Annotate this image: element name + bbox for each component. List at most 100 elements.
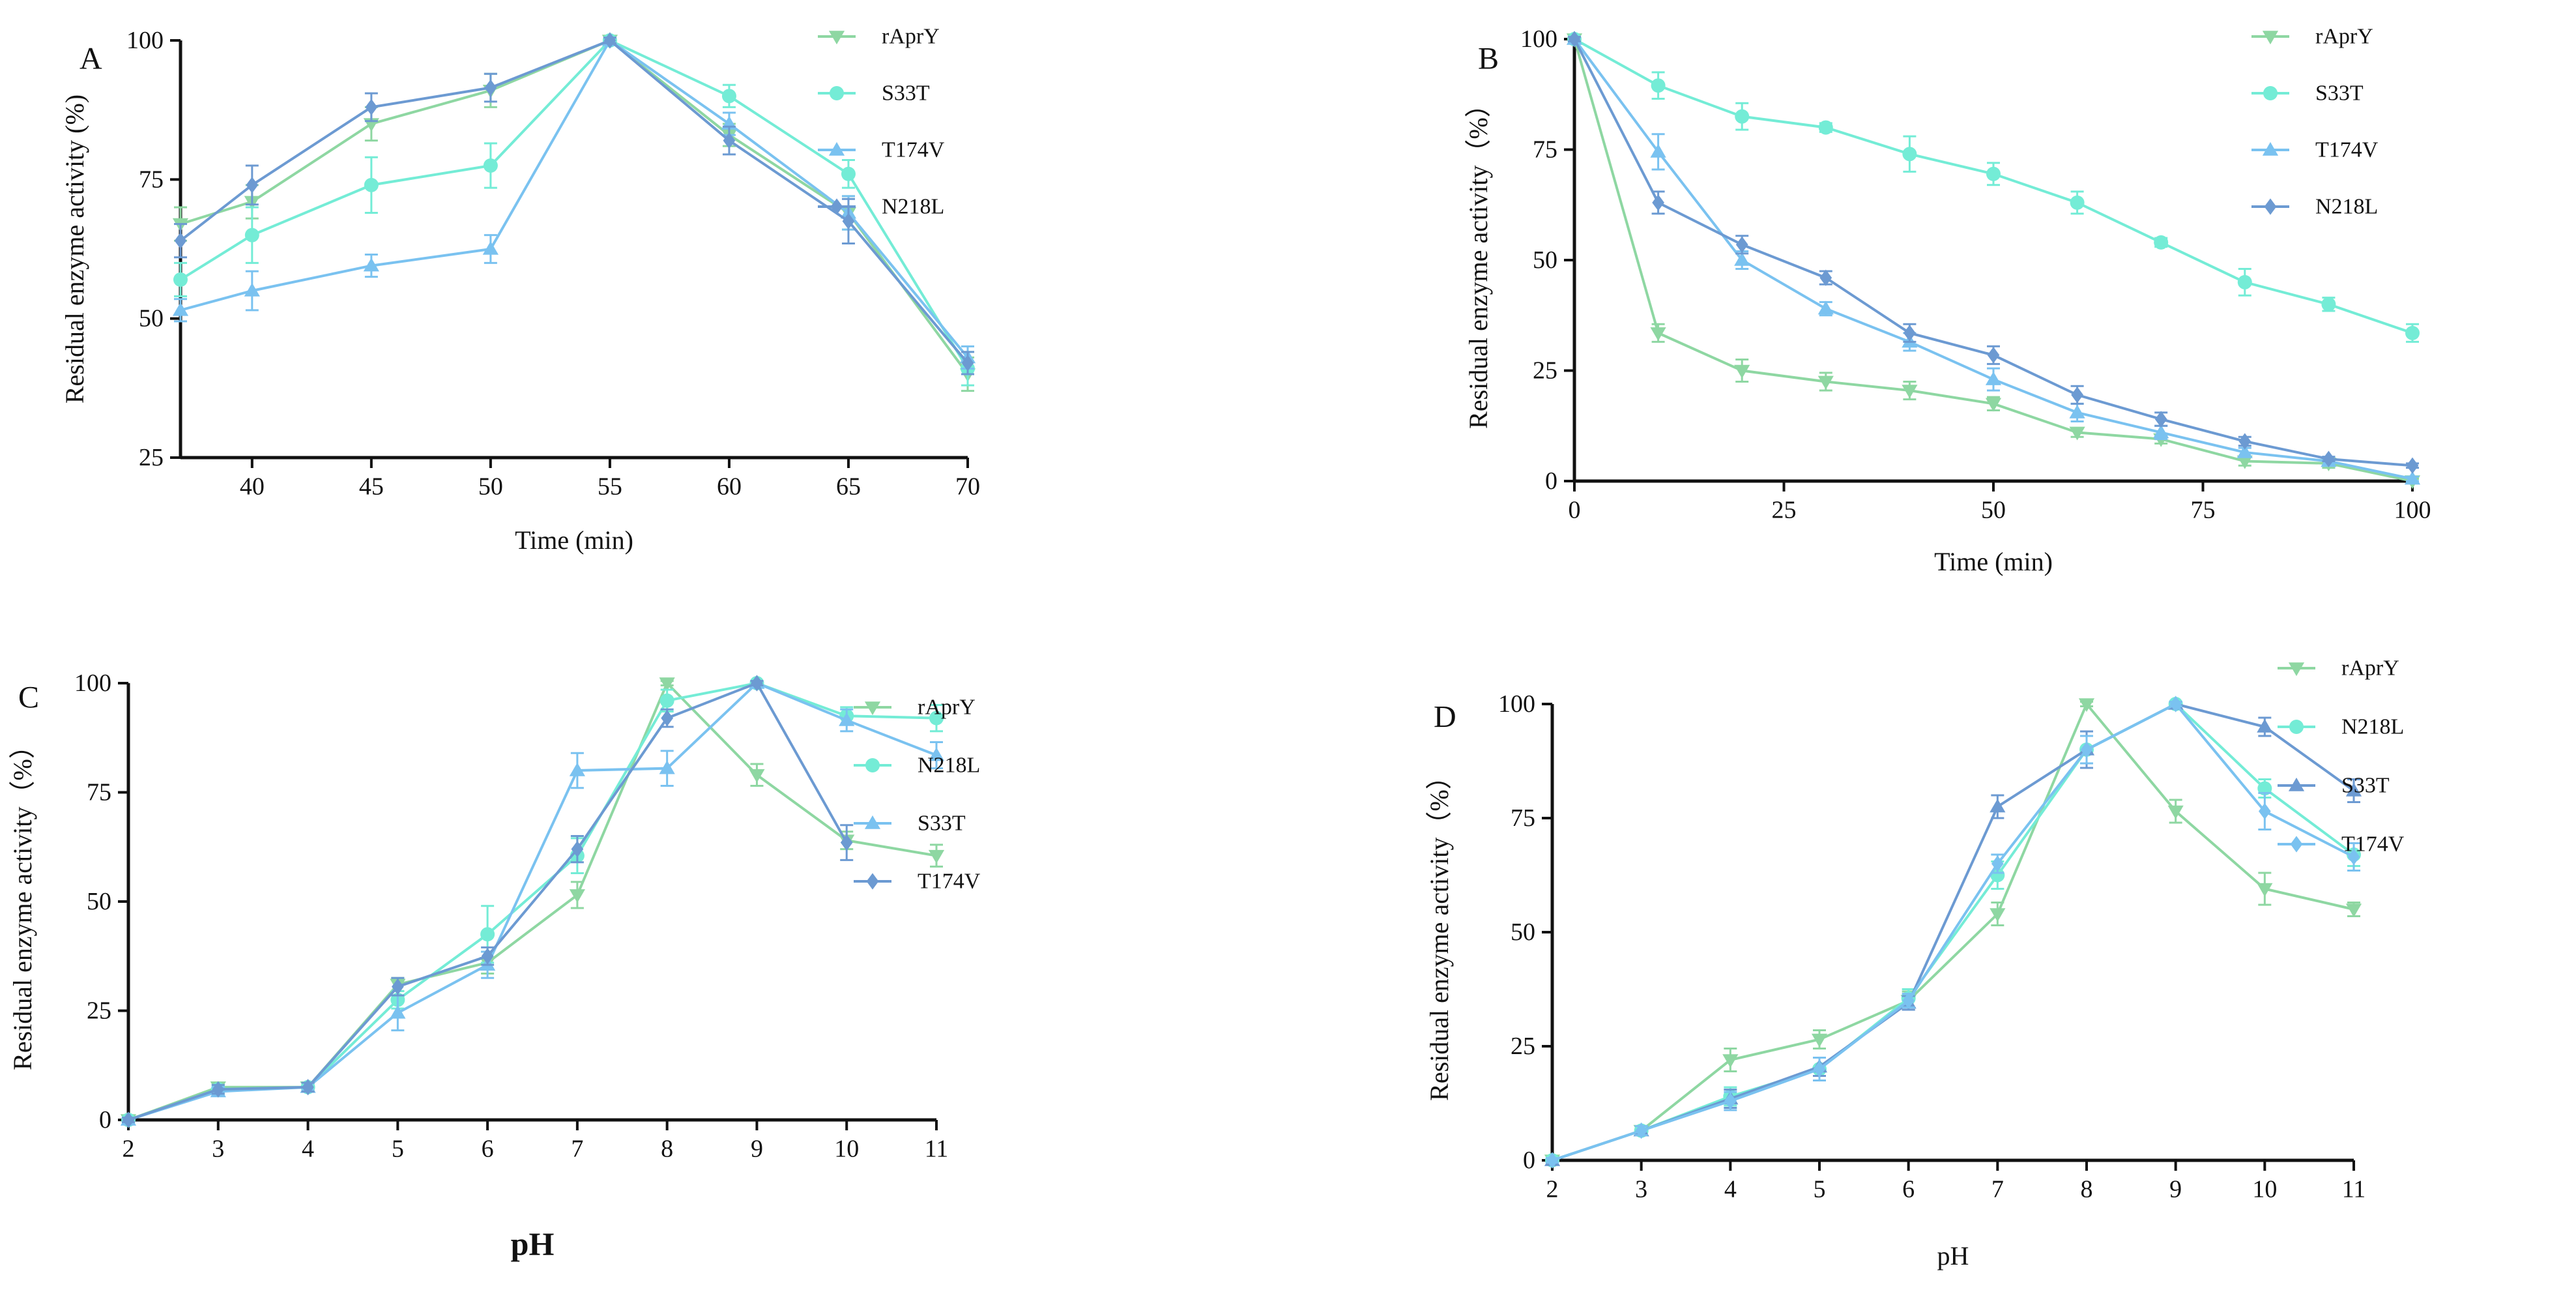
panel-c-x-tick-label: 10: [834, 1136, 859, 1163]
panel-a-legend-marker: [828, 141, 845, 156]
panel-d-series-rapry-point: [2345, 903, 2362, 918]
panel-c-x-tick-label: 5: [392, 1136, 404, 1163]
panel-c-series-rapry-point: [659, 677, 675, 692]
panel-b-x-tick-label: 100: [2394, 497, 2431, 524]
panel-c-y-tick-label: 25: [87, 997, 111, 1025]
panel-a-series-t174v-point: [363, 257, 379, 272]
panel-d-series-rapry-point: [1811, 1033, 1828, 1048]
panel-c-series-n218l-point: [659, 693, 674, 708]
panel-d-chart: D 0 25 50 75 100 2 3 4 5 6 7 8 9 10 11 pH Residual enzyme…: [1425, 656, 2405, 1271]
panel-a-legend-marker: [828, 31, 845, 45]
panel-c-x-tick-label: 9: [751, 1136, 763, 1163]
panel-c-x-tick-label: 2: [123, 1136, 135, 1163]
panel-b-series-t174v-point: [2404, 471, 2421, 485]
panel-c-legend: rAprY N218L S33T T174V: [854, 696, 981, 894]
panel-d-series-t174v-point: [1813, 1061, 1826, 1078]
panel-b-x-tick-label: 25: [1772, 497, 1797, 524]
panel-a-x-tick-label: 55: [598, 473, 622, 501]
panel-a-series-n218l-point: [484, 79, 497, 96]
panel-c-series-s33t-point: [569, 762, 585, 776]
panel-b-series-n218l-point: [2406, 457, 2419, 474]
panel-a-series-s33t-point: [721, 89, 736, 104]
panel-d-series-t174v: [1546, 696, 2360, 1169]
panel-d-series-rapry-point: [2167, 805, 2184, 819]
panel-d-y-tick-label: 75: [1511, 804, 1535, 832]
panel-a-series-s33t-point: [244, 228, 259, 242]
panel-b-series-n218l-point: [1903, 325, 1916, 342]
panel-a-legend-label: T174V: [882, 138, 945, 162]
panel-d-y-tick-label: 50: [1511, 918, 1535, 946]
panel-b-legend-marker: [2263, 86, 2278, 100]
panel-a-x-axis-title: Time (min): [515, 525, 633, 555]
panel-d-series-t174v-point: [1724, 1093, 1737, 1109]
panel-c-series-s33t-point: [390, 1005, 406, 1019]
panel-b-series-t174v-point: [2153, 424, 2169, 439]
panel-b-legend-marker: [2262, 31, 2279, 45]
panel-d-series-t174v-point: [2347, 848, 2360, 866]
panel-a-series-t174v-point: [244, 282, 260, 297]
panel-a-x-tick-label: 40: [240, 473, 265, 501]
panel-c-y-axis-title: Residual enzyme activity（%）: [8, 733, 37, 1070]
panel-b-letter: B: [1478, 42, 1499, 76]
panel-c-legend-marker: [864, 701, 881, 716]
panel-b-chart: B 0 25 50 75 100 0 25 50 75 100 Time (min) Residual …: [1464, 25, 2431, 577]
panel-d-legend-label: N218L: [2341, 715, 2404, 739]
panel-b-series-s33t-point: [2070, 195, 2085, 210]
panel-b-x-tick-label: 50: [1981, 497, 2006, 524]
panel-b-y-tick-label: 25: [1533, 357, 1557, 385]
panel-c-series-s33t-point: [659, 760, 675, 774]
panel-b-legend: rAprY S33T T174V N218L: [2251, 25, 2379, 219]
panel-d-x-axis-title: pH: [1937, 1241, 1969, 1270]
panel-a-letter: A: [80, 42, 102, 76]
panel-d-series-t174v-point: [2169, 696, 2182, 712]
panel-d-x-tick-label: 11: [2342, 1176, 2366, 1203]
panel-d-legend-label: S33T: [2341, 774, 2390, 798]
panel-c-y-tick-label: 0: [99, 1106, 111, 1134]
panel-a-series-s33t-point: [483, 158, 498, 173]
panel-c-legend-marker: [865, 758, 880, 772]
panel-b-series-n218l-point: [2323, 450, 2335, 467]
panel-b-series-t174v-point: [2236, 444, 2253, 458]
panel-c-series-t174v-point: [302, 1079, 314, 1096]
panel-c-x-axis-title: pH: [511, 1226, 555, 1262]
panel-d-legend-marker: [2288, 662, 2305, 677]
panel-a-legend-marker: [830, 198, 843, 215]
panel-a-x-tick-label: 45: [359, 473, 384, 501]
panel-a-series-n218l-point: [723, 132, 736, 149]
panel-c-y-tick-label: 75: [87, 779, 111, 806]
panel-c-series-s33t-point: [839, 712, 855, 726]
panel-d-legend-marker: [2290, 836, 2303, 853]
panel-c-series-t174v-point: [122, 1111, 135, 1128]
panel-a-series-t174v-line: [180, 38, 969, 359]
panel-d-series-t174v-point: [2080, 741, 2093, 758]
panel-b-series-s33t-point: [2405, 325, 2420, 340]
panel-a-chart: A 25 50 75 100 40 45 50 55 60 65 70 Time (min) Residu…: [60, 25, 980, 555]
panel-d-series-rapry-point: [1722, 1054, 1739, 1068]
panel-b-series-rapry-point: [1985, 398, 2002, 412]
panel-a-legend-label: S33T: [882, 81, 930, 106]
panel-d-legend-label: T174V: [2341, 832, 2405, 857]
panel-b-series-rapry-point: [1902, 385, 1918, 399]
panel-b-y-tick-label: 100: [1520, 25, 1557, 53]
panel-a-series-t174v-point: [172, 302, 189, 316]
panel-b-series-n218l: [1568, 31, 2419, 474]
panel-a-y-tick-label: 75: [139, 166, 164, 193]
panel-b-legend-label: T174V: [2315, 138, 2379, 162]
panel-c-series-rapry-point: [928, 849, 945, 864]
panel-b-series-n218l-point: [1735, 236, 1748, 253]
panel-b-series-rapry-point: [1817, 375, 1834, 390]
panel-c-legend-marker: [866, 873, 879, 890]
panel-c-series-t174v-point: [751, 675, 763, 692]
panel-d-series-t174v-point: [1546, 1152, 1559, 1169]
panel-b-series-t174v-point: [1985, 371, 2002, 385]
panel-a-series-n218l-point: [842, 213, 855, 229]
panel-a-series-t174v-point: [482, 241, 499, 255]
panel-a-series-s33t-point: [173, 272, 188, 287]
panel-b-series-s33t-point: [1818, 120, 1833, 135]
panel-b-legend-label: rAprY: [2315, 25, 2373, 49]
panel-c-series-t174v-point: [840, 834, 853, 851]
panel-d-x-tick-label: 4: [1724, 1176, 1737, 1203]
panel-b-series-n218l-point: [1987, 347, 2000, 364]
panel-b-series-rapry-point: [1734, 364, 1750, 379]
panel-d-series-rapry-point: [2257, 883, 2273, 897]
